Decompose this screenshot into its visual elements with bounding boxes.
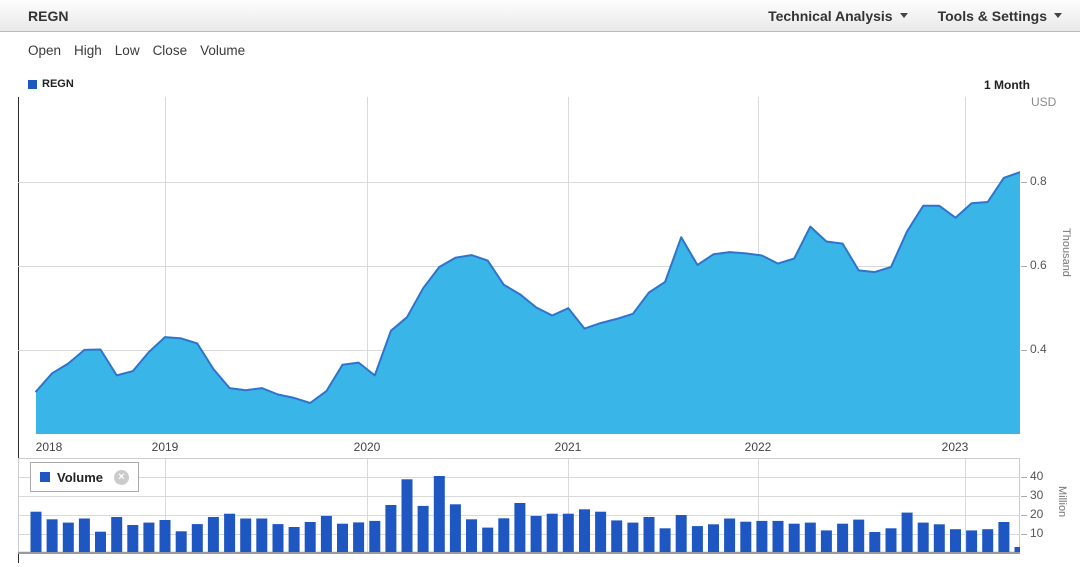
app-header: REGN Technical Analysis Tools & Settings [0, 0, 1080, 32]
x-axis-year-label: 2022 [744, 440, 772, 454]
volume-axis-title: Million [1056, 486, 1068, 518]
menu-technical-analysis[interactable]: Technical Analysis [768, 8, 908, 24]
tab-volume[interactable]: Volume [200, 43, 246, 58]
legend-marker-icon [28, 79, 37, 89]
price-axis-title: Thousand [1060, 228, 1072, 277]
volume-bar-chart[interactable] [18, 458, 1020, 554]
volume-ytick-label: 20 [1030, 507, 1044, 521]
price-area-chart[interactable] [18, 97, 1020, 434]
y-axis-tick [1021, 534, 1027, 535]
volume-ytick-label: 30 [1030, 488, 1044, 502]
menu-tools-settings[interactable]: Tools & Settings [938, 8, 1062, 24]
price-ytick-label: 0.8 [1030, 174, 1047, 188]
y-axis-tick [1021, 182, 1027, 183]
menu-tools-settings-label: Tools & Settings [937, 7, 1047, 24]
x-axis-year-label: 2019 [151, 440, 179, 454]
chevron-down-icon [899, 13, 908, 18]
interval-label: 1 Month [984, 78, 1030, 92]
menu-technical-analysis-label: Technical Analysis [768, 7, 893, 24]
x-axis-year-label: 2018 [35, 440, 63, 454]
y-axis-tick [1021, 266, 1027, 267]
y-axis-tick [1021, 350, 1027, 351]
symbol-title: REGN [28, 7, 69, 24]
x-axis-year-label: 2021 [554, 440, 582, 454]
tab-open[interactable]: Open [28, 43, 62, 58]
price-series-legend[interactable]: REGN [28, 78, 74, 90]
volume-ytick-label: 10 [1030, 526, 1044, 540]
x-axis-year-label: 2023 [941, 440, 969, 454]
price-ytick-label: 0.4 [1030, 342, 1047, 356]
legend-marker-icon [40, 472, 50, 482]
y-axis-tick [1021, 477, 1027, 478]
chevron-down-icon [1054, 13, 1062, 18]
price-legend-label: REGN [42, 78, 74, 90]
y-axis-line [18, 97, 19, 563]
series-tabs: Open High Low Close Volume [28, 43, 245, 58]
price-ytick-label: 0.6 [1030, 258, 1047, 272]
x-axis-year-label: 2020 [353, 440, 381, 454]
y-axis-tick [1021, 496, 1027, 497]
currency-label: USD [1031, 95, 1057, 109]
close-icon[interactable]: × [114, 469, 129, 485]
volume-legend-label: Volume [57, 469, 103, 485]
header-menus: Technical Analysis Tools & Settings [768, 8, 1080, 24]
tab-low[interactable]: Low [114, 43, 140, 58]
tab-close[interactable]: Close [152, 43, 188, 58]
volume-ytick-label: 40 [1030, 469, 1044, 483]
tab-high[interactable]: High [74, 43, 102, 58]
y-axis-tick [1021, 515, 1027, 516]
volume-series-legend[interactable]: Volume × [30, 462, 139, 492]
